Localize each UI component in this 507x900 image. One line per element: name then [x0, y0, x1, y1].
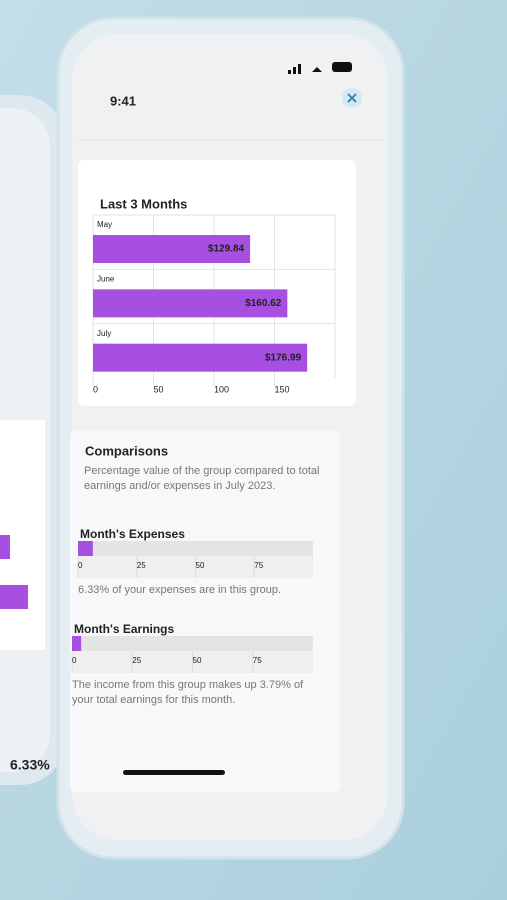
bar: [78, 541, 93, 556]
status-time: 9:41: [110, 93, 136, 108]
x-tick-label: 25: [137, 561, 146, 570]
comparisons-description-box: Percentage value of the group compared t…: [84, 465, 320, 492]
status-icons: [288, 62, 352, 74]
category-label: May: [97, 220, 112, 229]
value-label: $129.84: [208, 244, 245, 255]
back-bar: [0, 535, 10, 559]
category-label: June: [97, 274, 115, 283]
x-tick-label: 0: [78, 561, 83, 570]
bar: [72, 636, 82, 651]
metric-title: Month's Earnings: [74, 622, 175, 636]
back-value: 6.33%: [10, 757, 50, 773]
note-box: The income from this group makes up 3.79…: [72, 679, 304, 706]
comparisons-description: Percentage value of the group compared t…: [84, 465, 320, 492]
x-tick-label: 75: [254, 561, 263, 570]
x-tick-label: 150: [275, 384, 290, 394]
x-tick-label: 0: [72, 656, 77, 665]
x-tick-label: 75: [253, 656, 262, 665]
metric-note: The income from this group makes up 3.79…: [72, 679, 304, 706]
card-title: Last 3 Months: [100, 196, 187, 211]
close-icon: [347, 93, 357, 103]
note-box: 6.33% of your expenses are in this group…: [78, 584, 282, 596]
x-tick-label: 50: [154, 384, 164, 394]
metric-title: Month's Expenses: [80, 527, 185, 541]
x-tick-label: 50: [196, 561, 205, 570]
metric-note: 6.33% of your expenses are in this group…: [78, 584, 282, 596]
home-indicator: [123, 770, 225, 775]
x-tick-label: 100: [214, 384, 229, 394]
bar: [93, 343, 308, 372]
comparisons-title: Comparisons: [85, 443, 168, 458]
track: [72, 636, 313, 651]
x-tick-label: 0: [93, 384, 98, 394]
track: [78, 541, 313, 556]
value-label: $160.62: [245, 298, 282, 309]
back-bar: [0, 585, 28, 609]
x-tick-label: 50: [193, 656, 202, 665]
bar: [93, 289, 288, 318]
x-tick-label: 25: [132, 656, 141, 665]
category-label: July: [97, 329, 111, 338]
comparisons-card: [70, 430, 340, 792]
bar: [93, 235, 251, 263]
value-label: $176.99: [265, 352, 302, 363]
